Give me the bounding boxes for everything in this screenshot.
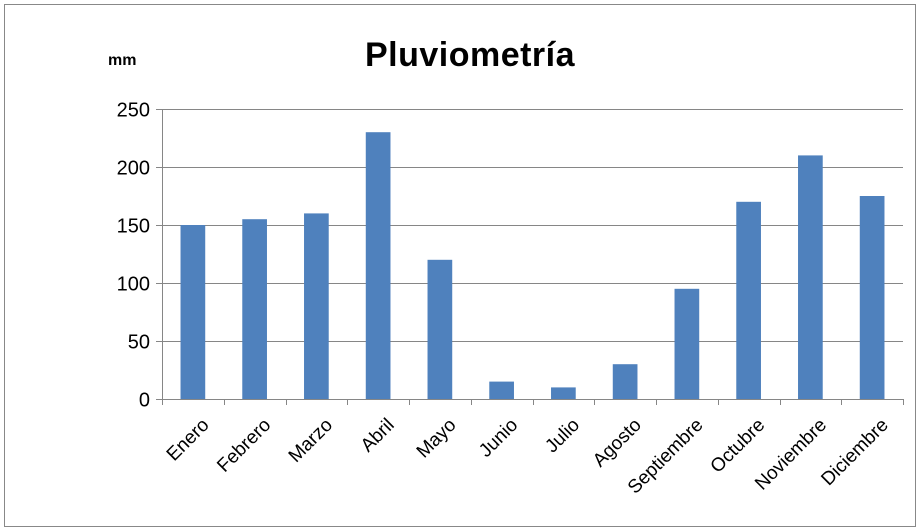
x-tick-label: Marzo: [285, 415, 337, 467]
y-unit-label: mm: [108, 52, 137, 69]
bar-junio: [489, 381, 514, 399]
y-tick-label: 200: [117, 158, 150, 180]
bar-noviembre: [798, 155, 823, 399]
bar-diciembre: [859, 196, 885, 399]
bar-marzo: [304, 213, 329, 399]
chart-frame: [4, 4, 916, 527]
bars: [180, 132, 885, 399]
x-tick-label: Junio: [475, 415, 522, 462]
x-tick-labels: Enero Febrero Marzo Abril Mayo Junio Julio Agos…: [163, 415, 893, 499]
y-tick-label: 150: [117, 216, 150, 238]
x-tick-label: Agosto: [589, 415, 646, 472]
axes: [156, 109, 904, 405]
bar-septiembre: [674, 288, 700, 399]
bar-enero: [180, 225, 206, 399]
y-tick-label: 0: [139, 390, 150, 412]
x-tick-label: Diciembre: [817, 415, 892, 490]
x-tick-label: Febrero: [213, 415, 275, 477]
chart-title: Pluviometría: [364, 36, 576, 74]
bar-febrero: [242, 219, 267, 399]
x-tick-label: Enero: [163, 415, 214, 466]
y-tick-labels: 0 50 100 150 200 250: [117, 100, 150, 412]
bar-mayo: [427, 259, 453, 399]
y-tick-label: 250: [117, 100, 150, 122]
y-tick-label: 50: [128, 332, 150, 354]
x-tick-label: Mayo: [413, 415, 461, 463]
y-tick-label: 100: [117, 274, 150, 296]
bar-abril: [365, 132, 391, 399]
x-tick-label: Julio: [541, 415, 583, 457]
x-tick-label: Abril: [357, 415, 399, 457]
bar-julio: [551, 387, 576, 399]
bar-octubre: [736, 201, 761, 399]
gridlines: [162, 109, 903, 342]
x-tick-label: Octubre: [707, 415, 770, 478]
bar-agosto: [612, 364, 638, 399]
